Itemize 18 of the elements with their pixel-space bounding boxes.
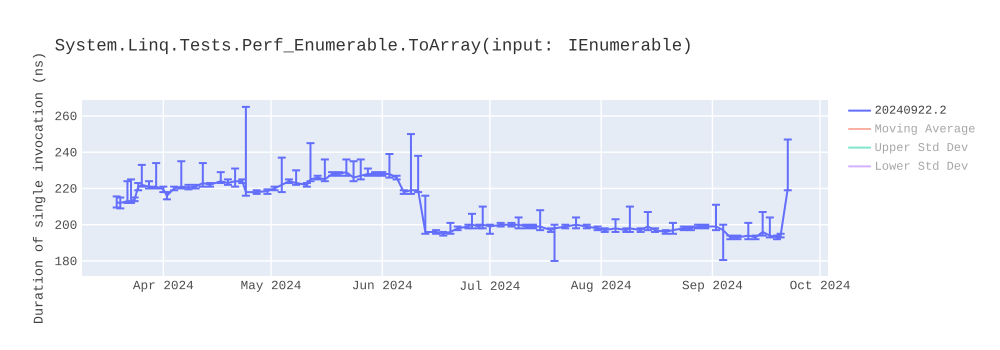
legend-label: Upper Std Dev <box>875 142 968 154</box>
x-tick-label: Aug 2024 <box>570 280 631 292</box>
y-tick-label: 240 <box>55 148 77 157</box>
x-tick-label: Oct 2024 <box>790 280 850 290</box>
chart-title: System.Linq.Tests.Perf_Enumerable.ToArray(input: IEnumerable) <box>55 38 690 54</box>
y-tick-label: 220 <box>55 184 77 193</box>
legend-label: 20240922.2 <box>875 106 946 114</box>
y-axis-title: Duration of single invocation (ns) <box>32 54 46 323</box>
y-tick-label: 180 <box>55 256 77 266</box>
x-tick-label: Jun 2024 <box>352 280 412 290</box>
x-tick-label: Sep 2024 <box>682 280 742 292</box>
x-tick-label: Apr 2024 <box>132 280 194 292</box>
legend-label: Lower Std Dev <box>876 161 968 170</box>
legend-label: Moving Average <box>875 124 975 135</box>
x-tick-label: Jul 2024 <box>460 280 520 290</box>
x-tick-label: May 2024 <box>241 280 301 292</box>
y-tick-label: 200 <box>55 220 77 230</box>
y-tick-label: 260 <box>55 112 77 120</box>
